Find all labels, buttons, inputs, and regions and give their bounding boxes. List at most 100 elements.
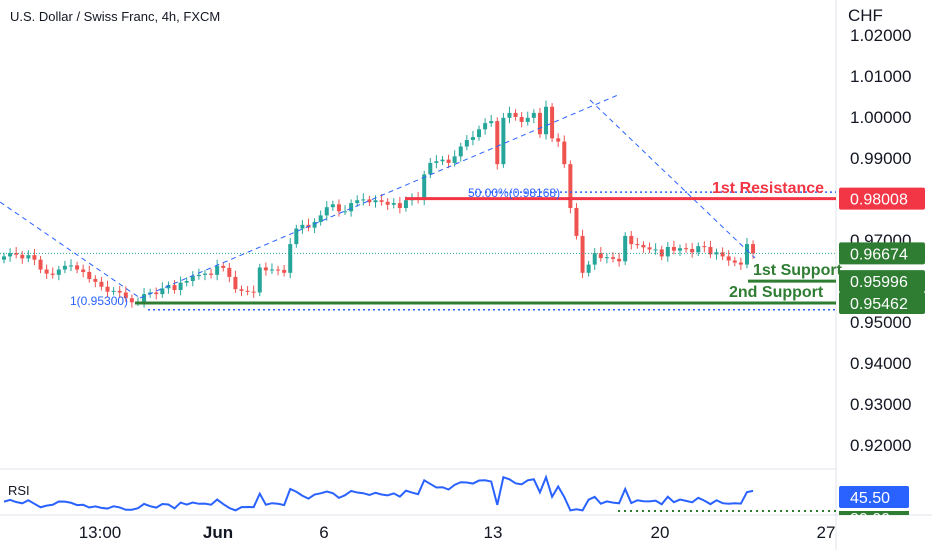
candle-body (391, 203, 396, 205)
support2-tag (839, 292, 925, 315)
candle-body (647, 247, 652, 250)
candle-body (300, 224, 305, 229)
candle-body (99, 281, 104, 287)
candle-body (690, 249, 695, 253)
candle-body (574, 208, 579, 236)
candle-body (32, 255, 37, 260)
support1-tag-text: 0.95996 (850, 274, 908, 291)
candle-body (93, 278, 98, 282)
candle-body (671, 246, 676, 251)
candle-body (142, 294, 147, 303)
candle-body (282, 269, 287, 273)
candle-body (269, 269, 274, 271)
candle-body (550, 106, 555, 139)
candle-body (513, 112, 518, 117)
candle-body (190, 276, 195, 281)
candle-body (178, 282, 183, 291)
candle-body (330, 204, 335, 208)
candlestick-series (2, 100, 756, 308)
candle-body (160, 288, 165, 295)
candle-body (324, 207, 329, 216)
candle-body (495, 121, 500, 165)
candle-body (702, 246, 707, 248)
trendline-down-2[interactable] (589, 99, 756, 259)
candle-body (318, 215, 323, 222)
candle-body (367, 199, 372, 203)
candle-body (336, 204, 341, 212)
support2-label: 2nd Support (729, 284, 824, 301)
time-tick-label: 13 (484, 523, 503, 542)
candle-body (184, 281, 189, 283)
current-price-tag-text: 0.96674 (850, 246, 908, 263)
support1-tag (839, 270, 925, 293)
candle-body (677, 248, 682, 251)
candle-body (26, 255, 31, 259)
candle-body (751, 244, 756, 254)
candle-body (446, 159, 451, 163)
candle-body (623, 235, 628, 262)
symbol-title[interactable]: U.S. Dollar / Swiss Franc, 4h, FXCM (10, 9, 220, 24)
candle-body (312, 221, 317, 228)
candle-body (537, 112, 542, 135)
candle-body (8, 253, 13, 257)
candle-body (68, 265, 73, 267)
price-tick-label: 0.93000 (850, 395, 911, 414)
candle-body (209, 273, 214, 275)
support1-label: 1st Support (753, 262, 843, 279)
candle-body (562, 141, 567, 165)
time-tick-label: 13:00 (79, 523, 122, 542)
rsi-label[interactable]: RSI (8, 483, 30, 498)
candle-body (105, 286, 110, 292)
candle-body (519, 117, 524, 122)
candle-body (239, 289, 244, 291)
candle-body (732, 260, 737, 263)
price-tick-label: 1.01000 (850, 67, 911, 86)
support2-tag-text: 0.95462 (850, 296, 908, 313)
time-tick-label: 20 (651, 523, 670, 542)
candle-body (635, 244, 640, 246)
trendline-up[interactable] (139, 94, 619, 299)
resistance-tag (839, 187, 925, 210)
candle-body (288, 244, 293, 273)
candle-body (227, 267, 232, 277)
candle-body (123, 292, 128, 299)
candle-body (403, 200, 408, 209)
candle-body (117, 290, 122, 293)
candle-body (111, 290, 116, 292)
rsi-line (3, 474, 754, 512)
candle-body (525, 117, 530, 122)
price-tick-label: 1.00000 (850, 108, 911, 127)
candle-body (641, 244, 646, 248)
rsi-level-tag (839, 511, 909, 515)
candle-body (434, 161, 439, 163)
candle-body (598, 253, 603, 259)
candle-body (726, 256, 731, 261)
candle-body (257, 267, 262, 293)
candle-body (38, 259, 43, 270)
candle-body (349, 203, 354, 212)
candle-body (568, 164, 573, 209)
candle-body (129, 298, 134, 303)
candle-body (263, 267, 268, 271)
candle-body (477, 129, 482, 138)
candle-body (294, 228, 299, 245)
candle-body (245, 290, 250, 292)
trendline-down-1[interactable] (0, 201, 141, 299)
candle-body (196, 274, 201, 277)
candle-body (629, 235, 634, 245)
candle-body (62, 265, 67, 270)
candle-body (75, 265, 80, 270)
candle-body (708, 246, 713, 255)
price-tick-label: 1.02000 (850, 26, 911, 45)
candle-body (221, 265, 226, 268)
candle-body (422, 174, 427, 200)
candle-body (44, 269, 49, 274)
candle-body (355, 200, 360, 204)
candle-body (507, 112, 512, 118)
candle-body (215, 265, 220, 275)
fib-50-label: 50.00%(0.98168) (468, 186, 560, 200)
price-tick-label: 0.92000 (850, 436, 911, 455)
candle-body (154, 292, 159, 295)
candle-body (696, 246, 701, 253)
candle-body (20, 254, 25, 259)
